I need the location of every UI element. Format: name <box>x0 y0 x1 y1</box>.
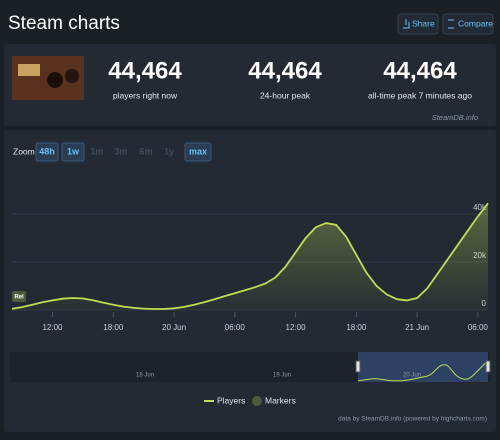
x-tick-label: 21 Jun <box>405 323 429 332</box>
compare-label[interactable]: Compare <box>458 18 493 28</box>
legend-label[interactable]: Players <box>217 395 245 405</box>
game-thumbnail <box>12 56 84 100</box>
navigator-label: 18 Jun <box>136 373 154 379</box>
stats-panel <box>4 44 496 126</box>
source-label: SteamDB.info <box>432 113 478 122</box>
stat-label: players right now <box>113 90 178 100</box>
zoom-button-bg[interactable] <box>35 142 59 162</box>
x-tick-label: 06:00 <box>225 323 246 332</box>
compare-button[interactable]: Compare <box>442 13 494 35</box>
zoom-label: Zoom <box>13 146 35 156</box>
navigator-label: 19 Jun <box>273 373 291 379</box>
x-tick-label: 18:00 <box>103 323 124 332</box>
zoom-button[interactable]: 1w <box>67 146 80 156</box>
x-tick-label: 06:00 <box>468 323 489 332</box>
y-tick-label: 40k <box>473 203 487 212</box>
area-fill <box>12 203 488 310</box>
stat-value: 44,464 <box>383 57 457 84</box>
navigator-label: 20 Jun <box>403 373 421 379</box>
page-title: Steam charts <box>8 13 120 34</box>
zoom-button[interactable]: 3m <box>114 146 127 156</box>
zoom-button[interactable]: 6m <box>139 146 152 156</box>
zoom-button[interactable]: 48h <box>39 146 55 156</box>
zoom-button-bg[interactable] <box>61 142 85 162</box>
x-tick-label: 20 Jun <box>162 323 186 332</box>
share-label[interactable]: Share <box>412 18 435 28</box>
x-tick-label: 12:00 <box>42 323 63 332</box>
credit: data by SteamDB.info (powered by highcha… <box>338 416 487 423</box>
legend-label[interactable]: Markers <box>265 395 296 405</box>
zoom-button-bg[interactable] <box>184 142 212 162</box>
series-line <box>11 202 489 310</box>
navigator-line <box>357 360 489 382</box>
navigator-handle[interactable] <box>485 360 491 373</box>
share-button[interactable]: Share <box>397 13 439 35</box>
chart-panel <box>4 130 496 432</box>
marker-label: Rel <box>14 295 24 301</box>
stat-value: 44,464 <box>248 57 322 84</box>
navigator-handle[interactable] <box>355 360 361 373</box>
stat-label: all-time peak 7 minutes ago <box>368 90 472 100</box>
zoom-button[interactable]: max <box>189 146 207 156</box>
x-tick-label: 18:00 <box>346 323 367 332</box>
zoom-button[interactable]: 1y <box>164 146 174 156</box>
stat-label: 24-hour peak <box>260 90 311 100</box>
zoom-button[interactable]: 1m <box>90 146 103 156</box>
stat-value: 44,464 <box>108 57 182 84</box>
marker-flag <box>12 291 26 302</box>
x-tick-label: 12:00 <box>286 323 307 332</box>
legend-marker <box>252 396 262 406</box>
